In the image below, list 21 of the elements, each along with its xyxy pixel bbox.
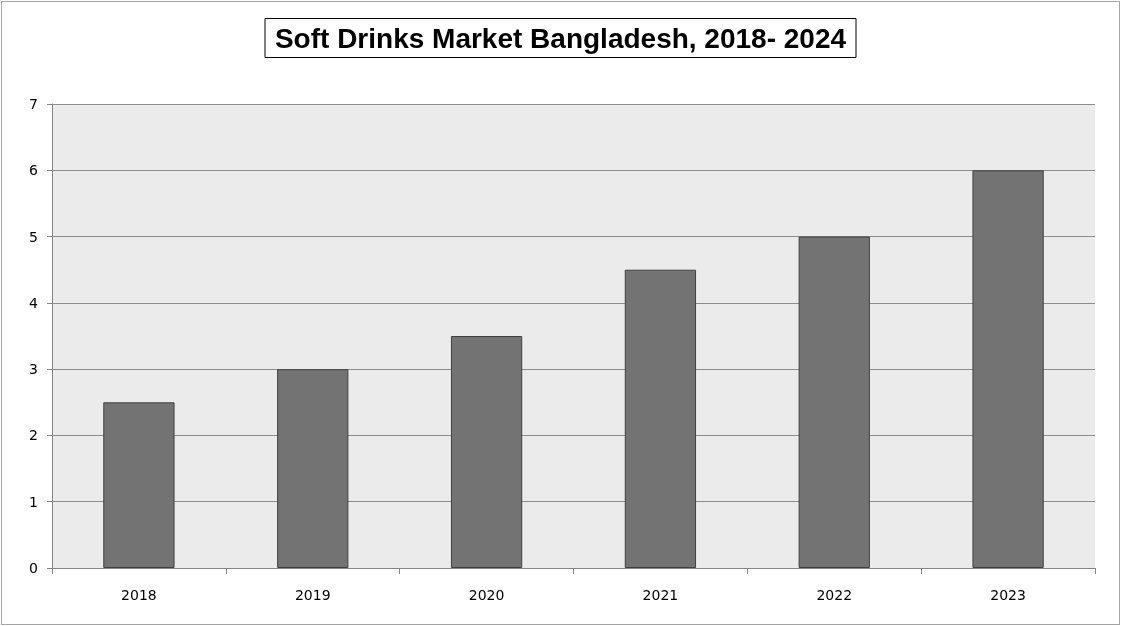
bar [450, 336, 523, 568]
x-tick-label: 2023 [990, 587, 1026, 603]
x-tick-label: 2020 [468, 587, 505, 603]
chart-title: Soft Drinks Market Bangladesh, 2018- 2024 [274, 22, 847, 54]
y-tick-label: 3 [29, 361, 38, 378]
y-tick-label: 1 [29, 493, 38, 510]
bar [798, 236, 870, 568]
bar [103, 402, 175, 568]
x-tick-label: 2018 [121, 587, 157, 603]
y-tick-label: 2 [29, 427, 38, 444]
y-tick-label: 0 [29, 560, 38, 576]
y-tick-label: 7 [29, 96, 38, 112]
y-tick-label: 4 [29, 294, 39, 311]
bar [277, 369, 349, 568]
bar [624, 269, 697, 568]
x-tick-label: 2021 [642, 587, 679, 603]
bar [972, 170, 1044, 568]
x-tick-label: 2022 [816, 587, 853, 603]
x-tick-label: 2019 [294, 587, 331, 603]
y-tick-label: 6 [29, 162, 39, 179]
y-tick-label: 5 [29, 228, 38, 245]
